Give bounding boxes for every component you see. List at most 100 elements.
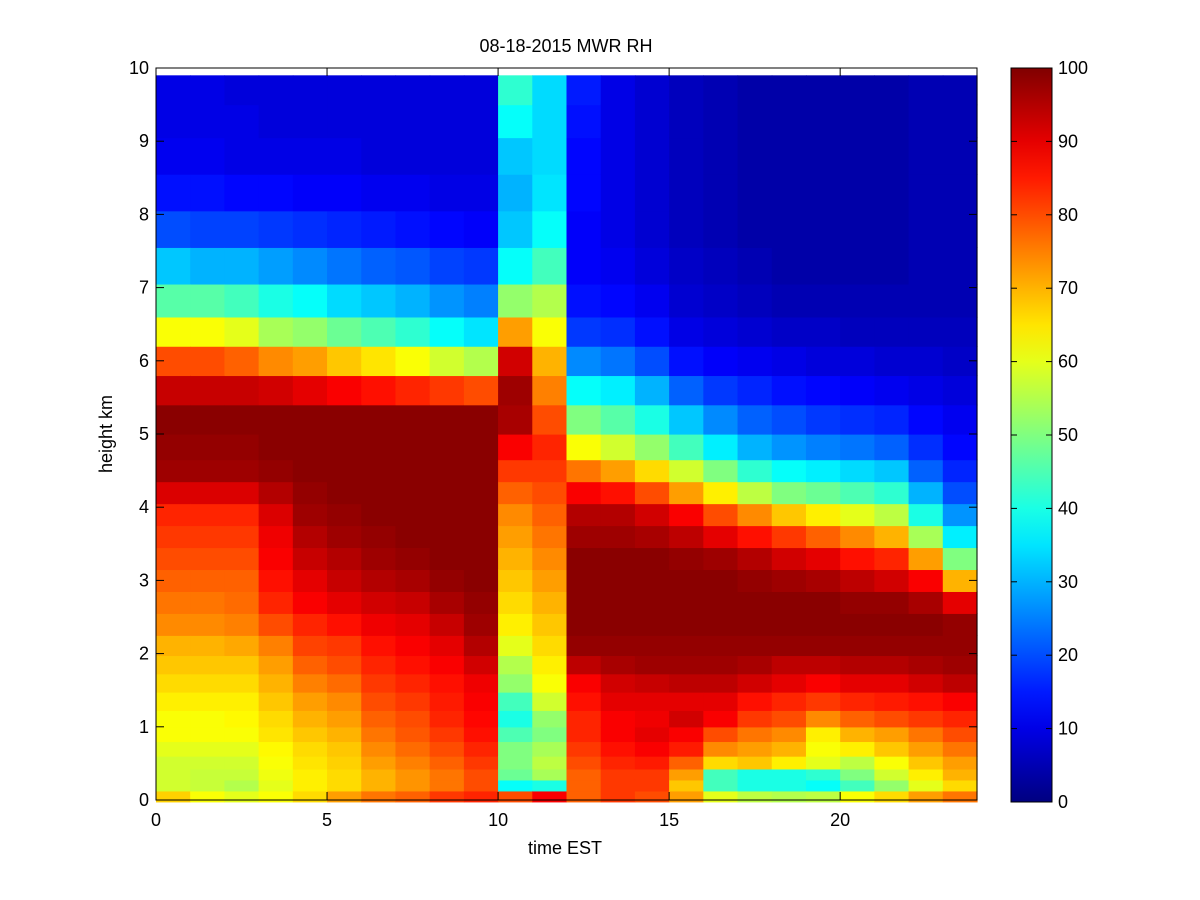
heatmap-cell [361,726,397,743]
heatmap-cell [395,790,431,803]
heatmap-cell [600,174,636,212]
heatmap-cell [737,710,773,728]
heatmap-cell [805,525,841,549]
heatmap-cell [737,655,773,675]
heatmap-cell [463,741,499,757]
heatmap-cell [874,434,910,461]
heatmap-cell [532,346,568,377]
heatmap-cell [224,75,260,106]
heatmap-cell [498,346,533,377]
heatmap-cell [771,591,807,614]
heatmap-cell [532,210,568,248]
heatmap-cell [908,75,944,106]
heatmap-cell [258,434,294,461]
heatmap-cell [566,210,602,248]
heatmap-cell [327,346,362,377]
heatmap-cell [156,283,191,318]
x-tick-label: 0 [151,810,161,830]
heatmap-cell [361,375,397,406]
heatmap-cell [361,283,397,318]
heatmap-cell [634,525,670,549]
heatmap-cell [634,655,670,675]
heatmap-cell [498,790,533,803]
heatmap-cell [908,283,944,318]
heatmap-cell [669,569,704,592]
heatmap-cell [634,75,670,106]
colorbar-tick-label: 70 [1058,278,1078,298]
heatmap-cell [532,635,568,657]
heatmap-cell [771,741,807,757]
heatmap-cell [327,375,362,406]
heatmap-cell [703,613,739,636]
heatmap-cell [156,710,191,728]
heatmap-cell [874,481,910,505]
heatmap-cell [600,525,636,549]
heatmap-cell [634,174,670,212]
heatmap-cell [634,710,670,728]
heatmap-cell [805,710,841,728]
heatmap-cell [703,692,739,711]
heatmap-cell [737,569,773,592]
heatmap-cell [429,346,465,377]
heatmap-cell [429,174,465,212]
heatmap-cell [498,673,533,693]
heatmap-cell [908,710,944,728]
heatmap-cell [327,692,362,711]
heatmap-cell [840,375,875,406]
heatmap-cell [805,283,841,318]
heatmap-cell [429,210,465,248]
heatmap-cell [634,316,670,347]
heatmap-cell [703,104,739,139]
heatmap-cell [908,404,944,435]
y-tick-label: 0 [139,790,149,810]
heatmap-cell [361,75,397,106]
heatmap-cell [908,655,944,675]
heatmap-cell [942,756,978,770]
heatmap-cell [942,503,978,527]
heatmap-cell [703,591,739,614]
heatmap-cell [532,613,568,636]
heatmap-cell [532,503,568,527]
heatmap-cell [737,346,773,377]
heatmap-cell [634,613,670,636]
heatmap-cell [942,655,978,675]
heatmap-cell [224,525,260,549]
heatmap-cell [498,210,533,248]
heatmap-cell [840,569,875,592]
heatmap-cell [737,673,773,693]
heatmap-cell [190,247,226,285]
heatmap-cell [463,503,499,527]
heatmap-cell [566,525,602,549]
heatmap-cell [840,104,875,139]
heatmap-cell [771,459,807,483]
heatmap-cell [600,655,636,675]
heatmap-cell [190,569,226,592]
heatmap-cell [361,591,397,614]
heatmap-cell [566,247,602,285]
heatmap-cell [908,547,944,571]
heatmap-cell [463,655,499,675]
heatmap-cell [224,481,260,505]
heatmap-cell [292,726,328,743]
heatmap-cell [224,137,260,175]
heatmap-cell [634,210,670,248]
heatmap-cell [498,710,533,728]
heatmap-cell [532,710,568,728]
heatmap-cell [600,346,636,377]
heatmap-cell [498,756,533,770]
heatmap-cell [258,726,294,743]
heatmap-cell [771,210,807,248]
heatmap-cell [908,247,944,285]
heatmap-cell [669,174,704,212]
heatmap-cell [874,104,910,139]
heatmap-cell [908,673,944,693]
heatmap-cell [771,768,807,781]
heatmap-cell [942,547,978,571]
y-tick-label: 5 [139,424,149,444]
heatmap-cell [498,726,533,743]
heatmap-cell [429,756,465,770]
heatmap-cell [258,613,294,636]
heatmap-cell [840,591,875,614]
heatmap-cell [429,434,465,461]
heatmap-cell [258,174,294,212]
